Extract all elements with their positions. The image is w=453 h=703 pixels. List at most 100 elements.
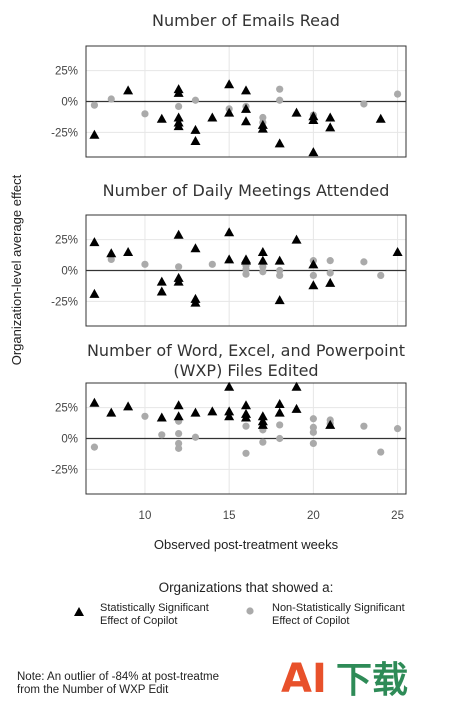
panel-emails: Number of Emails Read 25% 0% -25% (51, 11, 407, 158)
non-significant-point (208, 260, 216, 268)
significant-point (89, 288, 100, 298)
x-tick-labels: 10 15 20 25 (139, 510, 404, 522)
non-significant-point (393, 425, 402, 433)
non-significant-point (191, 433, 200, 441)
significant-point (224, 227, 235, 237)
non-significant-point (90, 101, 99, 109)
y-tick-label: 0% (61, 97, 78, 109)
significant-point (274, 138, 285, 148)
non-significant-point (360, 258, 368, 266)
significant-point (224, 411, 235, 421)
y-tick-label: 25% (55, 235, 78, 247)
legend-title: Organizations that showed a: (159, 580, 334, 595)
significant-point (123, 247, 134, 256)
significant-point (123, 401, 134, 411)
significant-point (224, 381, 235, 391)
significant-point (308, 147, 319, 157)
significant-point (257, 255, 268, 265)
non-significant-point (377, 271, 385, 280)
non-significant-point (360, 422, 368, 430)
non-significant-point (309, 271, 317, 280)
significant-point (325, 112, 336, 122)
non-significant-point (242, 422, 250, 430)
legend-non-significant-line2: Effect of Copilot (272, 615, 349, 627)
non-significant-point (107, 95, 115, 103)
significant-point (274, 295, 285, 305)
significant-point (123, 85, 134, 95)
non-significant-point (276, 266, 284, 275)
legend-significant-line1: Statistically Significant (100, 602, 209, 614)
non-significant-point (242, 265, 250, 273)
significant-point (190, 124, 201, 134)
significant-point (375, 113, 386, 123)
plot-frame (85, 214, 407, 327)
y-tick-label: 25% (55, 66, 78, 78)
panel-meetings: Number of Daily Meetings Attended 25% 0% -… (51, 181, 407, 327)
significant-point (325, 122, 336, 132)
panel-title-wxp-line1: Number of Word, Excel, and Powerpoint (87, 341, 405, 360)
non-significant-point (175, 102, 183, 111)
non-significant-point (90, 443, 99, 451)
significant-point (241, 85, 251, 95)
non-significant-point (259, 438, 267, 446)
non-significant-point (175, 263, 183, 271)
non-significant-point (141, 260, 149, 268)
non-significant-point (242, 270, 250, 278)
non-significant-point (276, 85, 284, 93)
significant-point (308, 280, 319, 290)
x-tick-label: 25 (391, 510, 404, 522)
plot-area-wxp: 25% 0% -25% (51, 381, 407, 495)
non-significant-point (309, 423, 317, 431)
panel-title-emails: Number of Emails Read (152, 11, 340, 30)
x-tick-label: 20 (307, 510, 320, 522)
significant-point (207, 112, 218, 122)
non-significant-point (175, 444, 183, 452)
note-line1: Note: An outlier of -84% at post-treatme (17, 671, 219, 683)
x-tick-label: 10 (139, 510, 152, 522)
y-tick-label: 0% (61, 434, 78, 446)
x-axis-label: Observed post-treatment weeks (154, 537, 339, 552)
significant-point (106, 248, 117, 258)
non-significant-point (259, 268, 267, 276)
significant-point (257, 419, 268, 429)
significant-point (274, 255, 285, 265)
non-significant-point (175, 439, 183, 448)
non-significant-point (309, 428, 317, 436)
significant-point (106, 407, 117, 417)
significant-point (274, 398, 285, 408)
significant-point (224, 107, 235, 117)
significant-point (89, 129, 100, 139)
significant-point (173, 87, 184, 97)
significant-point (156, 113, 167, 123)
significant-point (325, 277, 336, 287)
non-significant-point (309, 439, 317, 448)
significant-point (173, 112, 184, 122)
watermark-logo: AI 下载 (281, 656, 408, 702)
non-significant-point (276, 271, 284, 280)
significant-point (190, 297, 201, 307)
legend-triangle-marker (74, 607, 84, 616)
non-significant-point (141, 110, 149, 118)
non-significant-point (107, 255, 115, 263)
significant-point (392, 247, 403, 256)
non-significant-point (259, 263, 267, 271)
x-tick-label: 15 (223, 510, 236, 522)
non-significant-point (326, 269, 334, 277)
significant-point (241, 400, 251, 410)
note-line2: from the Number of WXP Edit (17, 684, 169, 696)
significant-point (173, 411, 184, 421)
significant-point (190, 407, 201, 417)
plot-frame (85, 382, 407, 495)
significant-point (241, 103, 251, 113)
significant-point (224, 79, 235, 89)
significant-point (291, 403, 302, 413)
non-significant-point (259, 113, 267, 122)
significant-point (156, 276, 167, 286)
y-tick-label: -25% (51, 296, 78, 308)
panel-title-wxp-line2: (WXP) Files Edited (173, 361, 318, 380)
non-significant-point (326, 257, 334, 265)
non-significant-point (276, 96, 284, 104)
watermark-latin: AI (281, 656, 327, 702)
non-significant-point (276, 421, 284, 429)
